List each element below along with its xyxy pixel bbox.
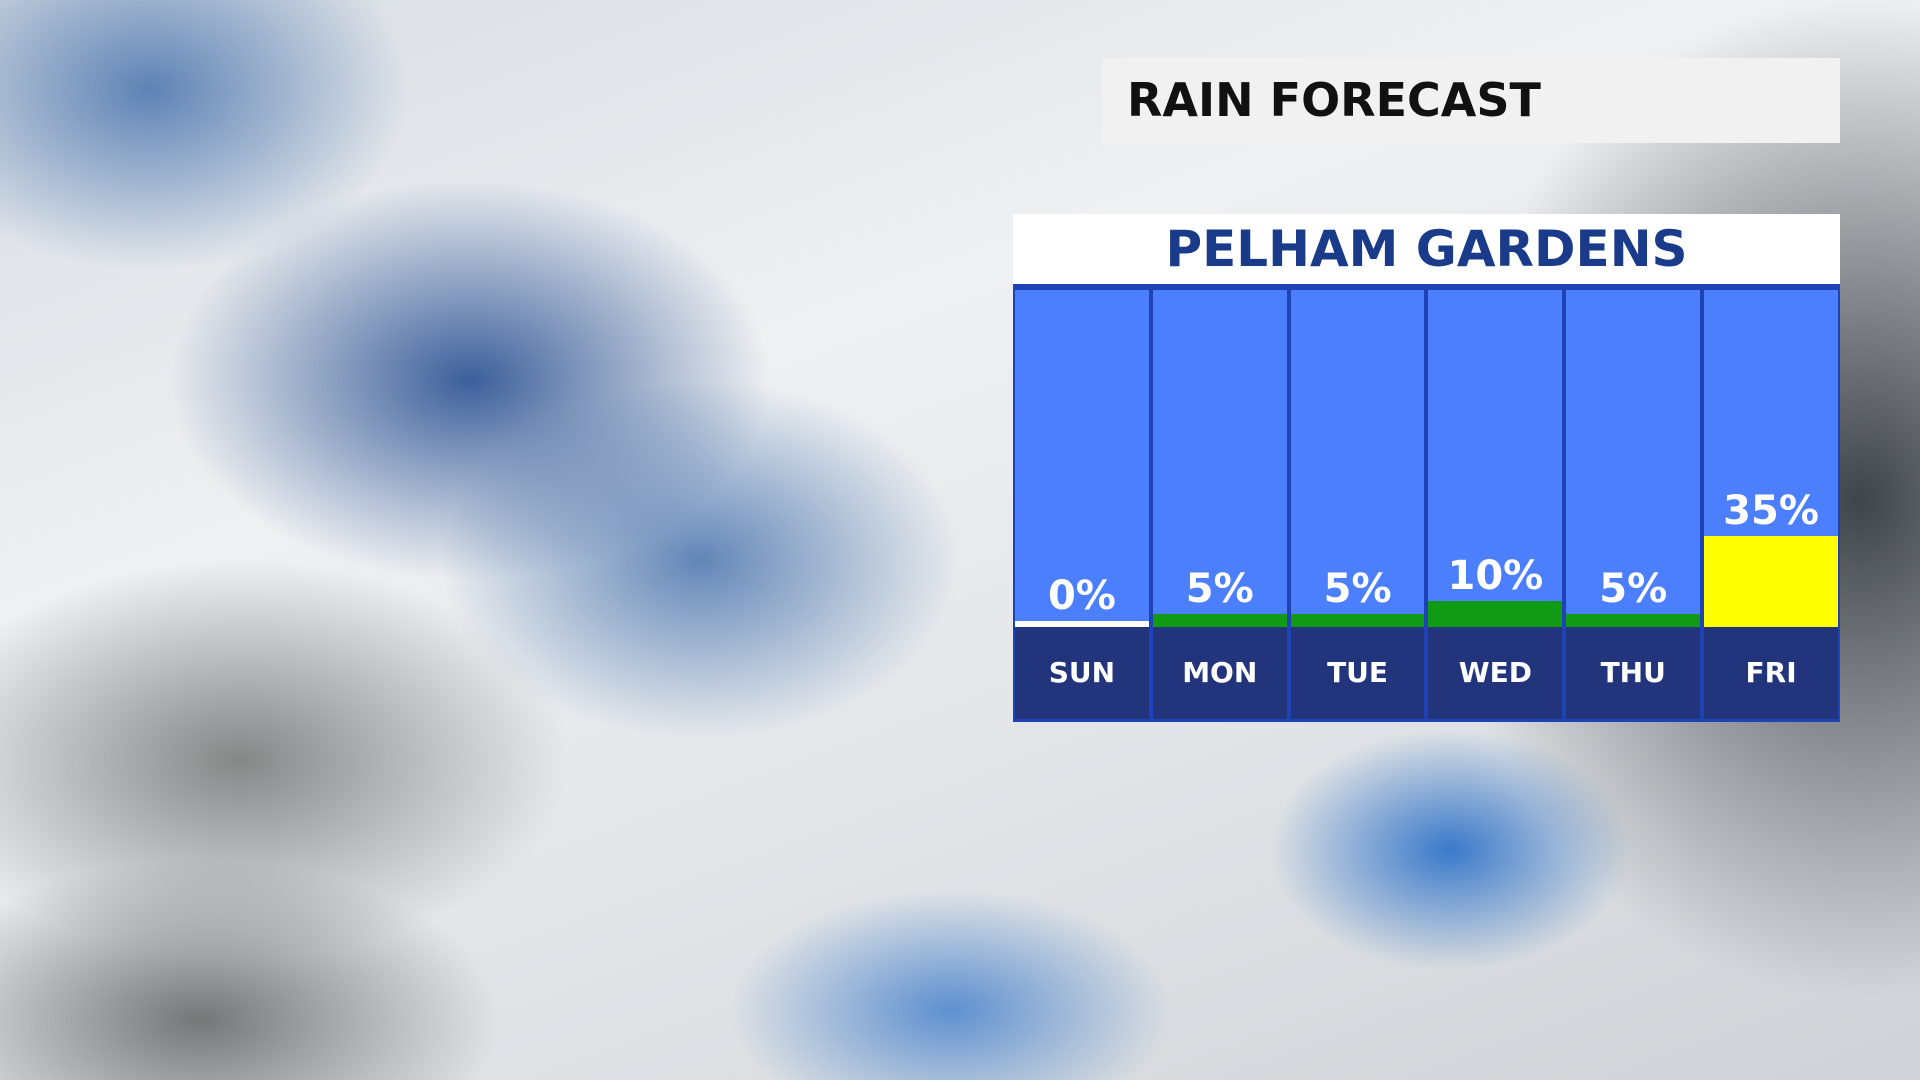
x-tick-label: WED (1428, 627, 1563, 719)
day-column: SUN 0% (1015, 290, 1149, 719)
x-tick-label: FRI (1704, 627, 1838, 719)
header: RAIN FORECAST (1102, 58, 1840, 143)
bar (1428, 601, 1563, 627)
value-label: 35% (1723, 488, 1819, 534)
x-tick-label: TUE (1290, 627, 1425, 719)
bar (1704, 536, 1838, 627)
value-label: 0% (1047, 573, 1116, 619)
day-column: TUE 5% (1290, 290, 1425, 719)
x-tick-label: THU (1566, 627, 1701, 719)
day-column: MON 5% (1152, 290, 1287, 719)
bar (1152, 614, 1287, 627)
chart-title: PELHAM GARDENS (1013, 214, 1840, 284)
value-label: 5% (1599, 566, 1668, 612)
bar (1566, 614, 1701, 627)
x-tick-label: MON (1152, 627, 1287, 719)
chart-panel: PELHAM GARDENS SUN 0% MON 5% TUE 5% WED 10% THU 5… (1013, 214, 1840, 722)
x-tick-label: SUN (1015, 627, 1149, 719)
bar (1015, 621, 1149, 627)
value-label: 5% (1323, 566, 1392, 612)
day-column: WED 10% (1428, 290, 1563, 719)
value-label: 5% (1185, 566, 1254, 612)
columns: SUN 0% MON 5% TUE 5% WED 10% THU 5% FRI 35% (1015, 290, 1838, 719)
value-label: 10% (1447, 553, 1544, 599)
header-title: RAIN FORECAST (1127, 73, 1541, 127)
day-column: FRI 35% (1704, 290, 1838, 719)
day-column: THU 5% (1566, 290, 1701, 719)
bar (1290, 614, 1425, 627)
